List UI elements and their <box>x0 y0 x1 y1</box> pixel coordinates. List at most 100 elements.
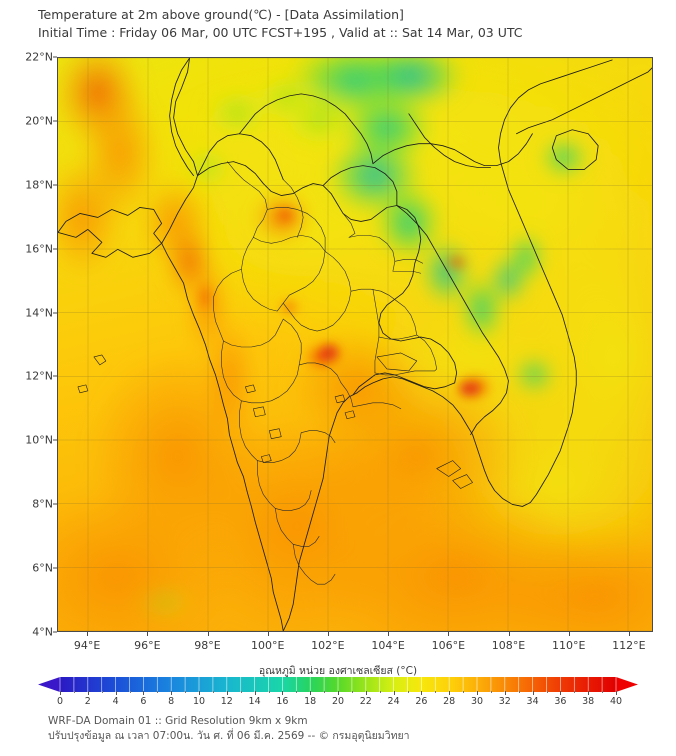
colorbar-minor-tick <box>185 691 187 693</box>
page-title: Temperature at 2m above ground(℃) - [Dat… <box>38 7 404 22</box>
longitude-tick-mark <box>327 632 329 636</box>
longitude-tick-label: 112°E <box>612 639 646 652</box>
longitude-tick-label: 106°E <box>431 639 466 652</box>
colorbar-minor-tick <box>518 691 520 693</box>
latitude-tick-mark <box>53 375 57 377</box>
chart-title-block: Temperature at 2m above ground(℃) - [Dat… <box>38 6 523 42</box>
colorbar-minor-tick <box>463 691 465 693</box>
colorbar-tick-label: 24 <box>387 696 400 707</box>
colorbar-tick-mark <box>449 691 451 695</box>
colorbar-tick-mark <box>365 691 367 695</box>
longitude-tick-label: 108°E <box>491 639 526 652</box>
colorbar-tick-mark <box>504 691 506 695</box>
colorbar-tick-mark <box>477 691 478 695</box>
colorbar-tick-mark <box>310 691 312 695</box>
latitude-tick-mark <box>53 248 57 250</box>
colorbar-minor-tick <box>212 691 214 693</box>
colorbar-tick-mark <box>393 691 395 695</box>
latitude-tick-mark <box>53 567 57 569</box>
colorbar-minor-tick <box>379 691 381 693</box>
colorbar-tick-mark <box>199 691 200 695</box>
latitude-tick-mark <box>53 312 57 314</box>
colorbar-tick-label: 10 <box>192 696 206 707</box>
temperature-map[interactable] <box>57 57 653 632</box>
colorbar-tick-mark <box>226 691 228 695</box>
longitude-tick-label: 96°E <box>134 639 161 652</box>
longitude-tick-label: 98°E <box>194 639 221 652</box>
colorbar-tick-mark <box>532 691 534 695</box>
longitude-axis: 94°E 96°E 98°E 100°E 102°E 104°E 106°E 108°E 110… <box>57 632 653 656</box>
colorbar-gradient <box>38 677 638 692</box>
colorbar-tick-mark <box>282 691 284 695</box>
longitude-tick-mark <box>568 632 570 636</box>
footer-model-info: WRF-DA Domain 01 :: Grid Resolution 9km … <box>48 715 308 727</box>
colorbar-tick-label: 6 <box>140 696 147 707</box>
latitude-tick-label: 14°N <box>25 306 53 320</box>
colorbar-tick-label: 14 <box>248 696 261 707</box>
colorbar-tick-label: 32 <box>498 696 511 707</box>
longitude-tick-mark <box>628 632 630 636</box>
longitude-tick-mark <box>508 632 510 636</box>
longitude-tick-label: 110°E <box>551 639 586 652</box>
colorbar-title: อุณหภูมิ หน่วย องศาเซลเซียส (°C) <box>258 665 418 677</box>
colorbar-minor-tick <box>351 691 353 693</box>
colorbar-minor-tick <box>602 691 604 693</box>
latitude-tick-label: 4°N <box>32 625 53 639</box>
colorbar-tick-mark <box>171 691 173 695</box>
colorbar-minor-tick <box>129 691 131 693</box>
longitude-tick-mark <box>87 632 89 636</box>
colorbar-tick-label: 28 <box>443 696 456 707</box>
colorbar-tick-mark <box>60 691 61 695</box>
colorbar-tick-mark <box>143 691 145 695</box>
latitude-tick-label: 10°N <box>25 433 53 447</box>
colorbar-tick-label: 4 <box>112 696 119 707</box>
colorbar-minor-tick <box>435 691 437 693</box>
longitude-tick-label: 104°E <box>371 639 405 652</box>
colorbar-tick-mark <box>588 691 590 695</box>
longitude-tick-mark <box>448 632 450 636</box>
footer: WRF-DA Domain 01 :: Grid Resolution 9km … <box>48 714 410 744</box>
colorbar-tick-label: 20 <box>331 696 345 707</box>
colorbar-minor-tick <box>574 691 576 693</box>
latitude-tick-label: 20°N <box>25 114 53 128</box>
latitude-tick-mark <box>53 120 57 122</box>
colorbar-tick-label: 22 <box>359 696 372 707</box>
colorbar-minor-tick <box>240 691 242 693</box>
colorbar-tick-mark <box>338 691 339 695</box>
colorbar-tick-mark <box>87 691 89 695</box>
colorbar-tick-label: 40 <box>609 696 623 707</box>
colorbar-minor-tick <box>546 691 548 693</box>
longitude-tick-mark <box>207 632 209 636</box>
colorbar-tick-mark <box>616 691 617 695</box>
footer-credit: ปรับปรุงข้อมูล ณ เวลา 07:00น. วัน ศ. ที่… <box>48 730 410 742</box>
colorbar-minor-tick <box>490 691 492 693</box>
colorbar-tick-label: 2 <box>84 696 91 707</box>
colorbar-minor-tick <box>73 691 75 693</box>
colorbar-tick-label: 12 <box>220 696 233 707</box>
temperature-field <box>58 58 652 631</box>
latitude-tick-label: 8°N <box>32 497 53 511</box>
colorbar-minor-tick <box>296 691 298 693</box>
colorbar-minor-tick <box>407 691 409 693</box>
latitude-axis: 22°N 20°N 18°N 16°N 14°N 12°N 10°N 8°N 6°N 4°N <box>0 51 57 639</box>
colorbar-minor-tick <box>268 691 270 693</box>
colorbar-tick-label: 34 <box>526 696 539 707</box>
colorbar-tick-mark <box>421 691 423 695</box>
longitude-tick-mark <box>267 632 269 636</box>
latitude-tick-label: 16°N <box>25 242 53 256</box>
longitude-tick-label: 94°E <box>73 639 101 652</box>
colorbar-minor-tick <box>324 691 326 693</box>
colorbar-tick-mark <box>560 691 562 695</box>
latitude-tick-mark <box>53 184 57 186</box>
longitude-tick-label: 100°E <box>250 639 285 652</box>
colorbar-tick-mark <box>254 691 256 695</box>
colorbar-tick-label: 8 <box>168 696 175 707</box>
latitude-tick-mark <box>53 439 57 441</box>
country-borders <box>58 58 652 631</box>
colorbar-tick-label: 16 <box>276 696 289 707</box>
colorbar[interactable]: อุณหภูมิ หน่วย องศาเซลเซียส (°C) 0 2 4 6 8 10… <box>38 662 638 710</box>
latitude-tick-mark <box>53 631 57 633</box>
latitude-tick-mark <box>53 56 57 58</box>
longitude-tick-label: 102°E <box>311 639 345 652</box>
latitude-tick-label: 18°N <box>25 178 53 192</box>
